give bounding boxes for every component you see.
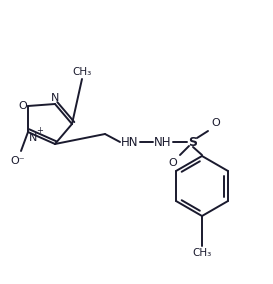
Text: CH₃: CH₃ xyxy=(192,248,212,258)
Text: +: + xyxy=(36,126,43,135)
Text: O: O xyxy=(18,101,27,111)
Text: S: S xyxy=(188,135,197,149)
Text: O: O xyxy=(211,118,220,128)
Text: N: N xyxy=(29,133,37,143)
Text: CH₃: CH₃ xyxy=(72,67,92,77)
Text: O: O xyxy=(168,158,177,168)
Text: N: N xyxy=(51,93,59,103)
Text: HN: HN xyxy=(121,135,139,149)
Text: O⁻: O⁻ xyxy=(11,156,25,166)
Text: NH: NH xyxy=(154,135,172,149)
